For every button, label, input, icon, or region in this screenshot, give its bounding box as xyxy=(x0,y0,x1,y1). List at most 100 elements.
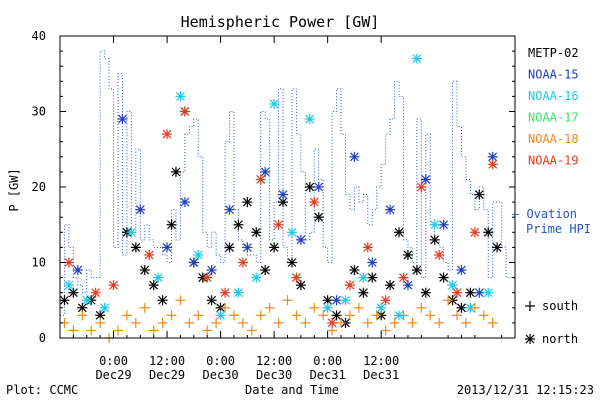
star-marker-part xyxy=(345,280,355,290)
star-marker-part xyxy=(474,288,484,298)
legend-ovation-line1: – Ovation xyxy=(512,207,577,221)
data-point-noaa-18 xyxy=(434,317,445,328)
data-point-noaa-15 xyxy=(331,295,342,306)
star-marker-part xyxy=(349,265,359,275)
data-point-noaa-16 xyxy=(153,272,164,283)
star-marker-part xyxy=(488,152,498,162)
data-point-noaa-19 xyxy=(452,287,463,298)
star-marker-part xyxy=(430,220,440,230)
data-point-noaa-15 xyxy=(188,257,199,268)
data-point-noaa-15 xyxy=(313,182,324,192)
legend-entry: METP-02 xyxy=(528,46,579,60)
star-marker-part xyxy=(68,288,78,298)
star-marker-part xyxy=(430,235,440,245)
star-marker-part xyxy=(296,235,306,245)
star-marker-part xyxy=(162,242,172,252)
data-point-noaa-16 xyxy=(233,287,244,298)
data-point-metp-02 xyxy=(170,166,181,177)
data-point-metp-02 xyxy=(394,227,405,238)
star-marker-part xyxy=(207,295,217,305)
data-point-metp-02 xyxy=(304,182,315,192)
data-point-noaa-18 xyxy=(237,317,248,328)
data-point-noaa-15 xyxy=(179,197,190,208)
y-tick-label: 30 xyxy=(32,105,46,119)
star-marker-part xyxy=(251,227,261,237)
data-point-noaa-18 xyxy=(130,317,141,328)
data-point-noaa-19 xyxy=(309,197,320,208)
data-point-noaa-16 xyxy=(304,114,315,125)
star-marker-part xyxy=(64,280,74,290)
legend-entry: NOAA-15 xyxy=(528,68,579,82)
star-marker-part xyxy=(269,99,279,109)
star-marker-part xyxy=(144,250,154,260)
data-point-noaa-18 xyxy=(469,302,480,313)
plot-axes xyxy=(59,35,516,339)
star-marker-part xyxy=(225,205,234,215)
star-marker-part xyxy=(394,227,404,237)
data-point-noaa-19 xyxy=(220,287,231,298)
star-marker-part xyxy=(439,220,449,230)
star-marker-part xyxy=(189,258,199,267)
star-marker-part xyxy=(256,175,266,184)
star-marker-part xyxy=(309,197,319,207)
x-tick-time: 12:00 xyxy=(149,354,185,368)
star-marker-part xyxy=(412,54,422,64)
x-tick-time: 12:00 xyxy=(363,354,399,368)
data-point-noaa-18 xyxy=(398,310,409,321)
ovation-hpi-series xyxy=(60,50,515,316)
star-marker-part xyxy=(82,295,92,305)
data-point-noaa-15 xyxy=(385,204,396,215)
data-point-noaa-18 xyxy=(273,317,284,328)
star-marker-part xyxy=(403,280,413,290)
star-marker-part xyxy=(171,167,181,177)
star-marker-part xyxy=(332,295,341,305)
data-point-noaa-18 xyxy=(166,310,177,321)
data-point-noaa-16 xyxy=(376,302,387,313)
data-point-metp-02 xyxy=(224,242,235,253)
data-point-noaa-18 xyxy=(478,310,489,321)
data-point-noaa-19 xyxy=(179,106,190,117)
data-point-noaa-15 xyxy=(278,189,289,200)
data-point-noaa-15 xyxy=(135,204,146,215)
star-marker-part xyxy=(439,273,449,283)
x-tick-time: 0:00 xyxy=(99,354,128,368)
star-marker-part xyxy=(381,295,391,305)
star-marker-part xyxy=(269,242,279,252)
data-point-noaa-18 xyxy=(68,325,79,336)
plot-frame xyxy=(59,35,516,339)
data-point-noaa-15 xyxy=(349,151,360,162)
data-point-metp-02 xyxy=(269,242,280,253)
data-point-noaa-16 xyxy=(175,91,186,102)
data-point-noaa-18 xyxy=(228,310,239,321)
data-point-noaa-18 xyxy=(211,317,222,328)
data-point-noaa-18 xyxy=(336,317,347,328)
legend-entry: NOAA-19 xyxy=(528,154,579,168)
data-point-metp-02 xyxy=(492,242,503,253)
star-marker-part xyxy=(305,182,315,192)
data-point-noaa-19 xyxy=(202,272,213,283)
star-marker-part xyxy=(131,242,141,252)
star-marker-part xyxy=(434,250,444,260)
data-point-noaa-18 xyxy=(460,317,471,328)
data-point-metp-02 xyxy=(242,197,253,208)
star-marker-part xyxy=(457,265,466,275)
data-point-noaa-19 xyxy=(362,242,373,253)
data-point-noaa-18 xyxy=(184,317,195,328)
satellite-series xyxy=(59,53,503,343)
star-marker-part xyxy=(135,205,145,215)
data-point-noaa-15 xyxy=(438,219,449,230)
data-point-metp-02 xyxy=(438,272,449,283)
data-point-metp-02 xyxy=(260,265,271,276)
marker-legend-symbol xyxy=(525,334,535,344)
star-marker-part xyxy=(376,303,386,313)
y-axis-label: P [GW] xyxy=(7,168,21,211)
data-point-noaa-16 xyxy=(429,219,440,230)
star-marker-part xyxy=(412,265,422,275)
star-marker-part xyxy=(492,242,502,252)
data-point-noaa-18 xyxy=(121,310,132,321)
data-point-metp-02 xyxy=(233,219,244,230)
data-point-noaa-18 xyxy=(371,310,382,321)
data-point-noaa-15 xyxy=(117,114,128,125)
star-marker-part xyxy=(483,288,493,298)
data-point-metp-02 xyxy=(130,242,141,253)
